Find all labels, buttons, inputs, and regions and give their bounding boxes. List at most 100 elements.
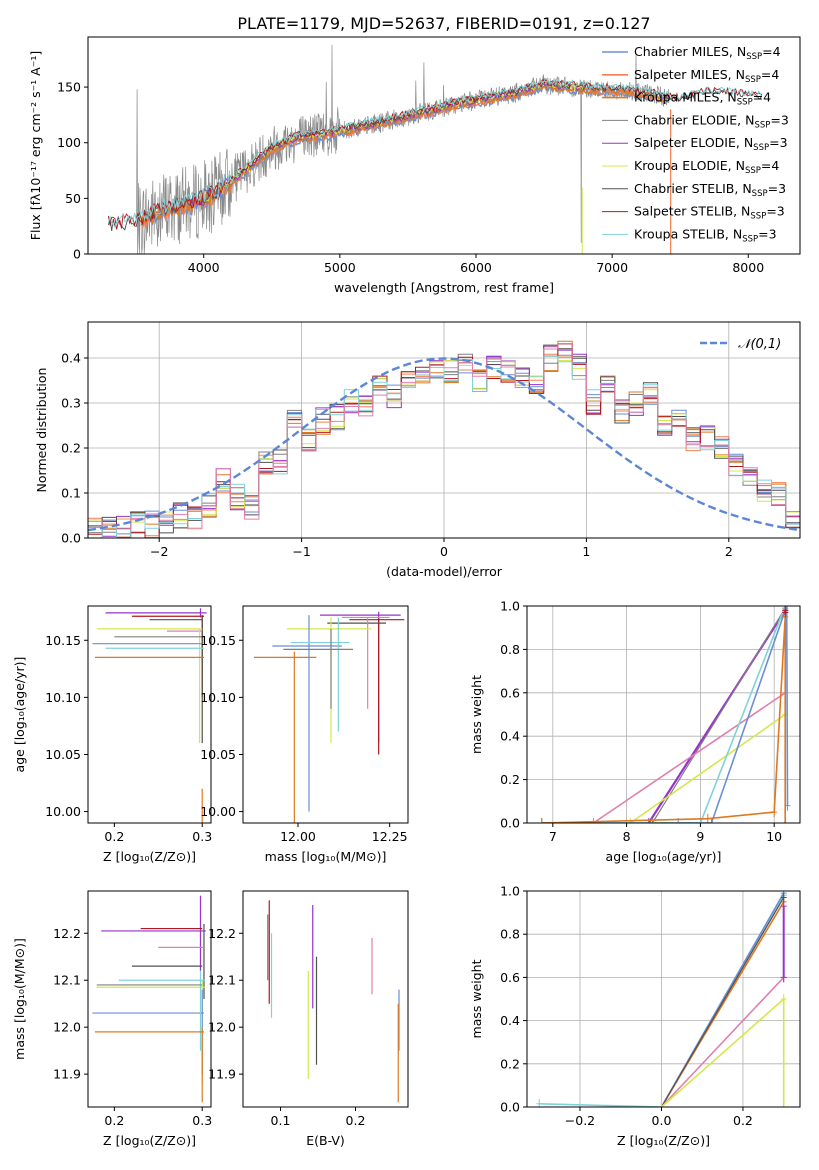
legend-entry: Kroupa ELODIE, NSSP=4	[634, 158, 779, 176]
model-kroupa_elodie-line	[203, 80, 585, 201]
y-tick-label: 10.00	[200, 804, 236, 819]
legend-entry: Chabrier ELODIE, NSSP=3	[634, 112, 789, 130]
x-axis-label: wavelength [Angstrom, rest frame]	[334, 280, 554, 295]
y-tick-label: 0.1	[61, 486, 81, 501]
model-chabrier_elodie-line	[203, 82, 585, 205]
x-tick-label: 0.3	[192, 1113, 212, 1128]
histogram-kroupa_stelib-step	[88, 355, 800, 538]
normal-curve	[88, 357, 800, 532]
y-tick-label: 1.0	[500, 884, 520, 899]
x-tick-label: 0.2	[104, 829, 124, 844]
y-axis-label: mass weight	[469, 959, 484, 1038]
y-tick-label: 12.0	[53, 1020, 81, 1035]
y-axis-label: age [log₁₀(age/yr)]	[12, 657, 27, 773]
x-tick-label: −0.2	[565, 1113, 595, 1128]
plot-area	[254, 611, 405, 823]
weight-kroupa_miles-line	[541, 616, 786, 823]
y-tick-label: 10.00	[45, 804, 81, 819]
model-kroupa_stelib-line	[107, 78, 763, 229]
plot-area	[536, 891, 787, 1107]
legend-entry: Kroupa STELIB, NSSP=3	[634, 226, 777, 244]
model-salpeter_stelib-line	[107, 78, 763, 230]
weight-kroupa_elodie-line	[660, 997, 785, 1107]
axes-frame	[87, 36, 801, 255]
weight-vs-age-panel: 7 8 9 10 0.0 0.2 0.4 0.6 0.8 1.0 age [log₁₀(age/yr…	[469, 599, 801, 864]
y-tick-label: 0.4	[61, 351, 81, 366]
weight-kroupa_elodie-line	[629, 713, 786, 823]
x-tick-label: 0.2	[104, 1113, 124, 1128]
axes-frame	[242, 890, 409, 1108]
y-tick-label: 12.2	[208, 926, 236, 941]
weight-pink-line	[592, 692, 786, 823]
y-tick-label: 11.9	[208, 1067, 236, 1082]
weight-chabrier_elodie-line	[651, 607, 786, 823]
y-tick-label: 10.10	[45, 690, 81, 705]
x-tick-label: 7000	[596, 260, 628, 275]
y-tick-label: 1.0	[500, 599, 520, 614]
y-tick-label: 0.8	[500, 927, 520, 942]
weight-pink-line	[660, 976, 785, 1107]
y-tick-label: 100	[57, 135, 81, 150]
plot-area	[267, 900, 400, 1103]
y-tick-label: 0.0	[61, 531, 81, 546]
plot-area	[92, 608, 207, 823]
x-tick-label: 1	[582, 544, 590, 559]
x-axis-label: E(B-V)	[306, 1133, 345, 1148]
x-tick-label: 8000	[732, 260, 764, 275]
y-tick-label: 0.4	[500, 729, 520, 744]
x-tick-label: 6000	[460, 260, 492, 275]
y-tick-label: 12.0	[208, 1020, 236, 1035]
y-tick-label: 12.1	[208, 973, 236, 988]
legend-entry: Chabrier MILES, NSSP=4	[634, 44, 781, 62]
x-axis-label: Z [log₁₀(Z/Z⊙)]	[617, 1133, 710, 1148]
mass-vs-ebv-panel: 0.1 0.2 11.9 12.0 12.1 12.2 E(B-V)	[208, 890, 409, 1148]
histogram-panel: −2 −1 0 1 2 0.0 0.1 0.2 0.3 0.4 (data-model)/error…	[34, 321, 801, 579]
y-tick-label: 10.10	[200, 690, 236, 705]
legend-entry: Salpeter STELIB, NSSP=3	[634, 204, 785, 222]
y-tick-label: 0.2	[500, 1056, 520, 1071]
y-tick-label: 0	[73, 247, 81, 262]
spectrum-panel: 4000 5000 6000 7000 8000 0 50 100 150 wavelength …	[28, 36, 801, 295]
y-tick-label: 10.15	[45, 633, 81, 648]
plot-area	[107, 44, 763, 254]
axes-frame	[87, 605, 212, 824]
y-tick-label: 0.3	[61, 396, 81, 411]
y-tick-label: 10.15	[200, 633, 236, 648]
legend-entry: Salpeter ELODIE, NSSP=3	[634, 135, 788, 153]
x-tick-label: 8	[623, 829, 631, 844]
y-tick-label: 12.2	[53, 926, 81, 941]
x-tick-label: 0.3	[192, 829, 212, 844]
mass-vs-Z-panel: 0.2 0.3 11.9 12.0 12.1 12.2 Z [log₁₀(Z/Z⊙)] mas…	[12, 890, 212, 1148]
legend-entry: Kroupa MILES, NSSP=4	[634, 90, 771, 108]
x-tick-label: −2	[150, 544, 168, 559]
axes-frame	[242, 605, 409, 824]
age-vs-Z-panel: 0.2 0.3 10.00 10.05 10.10 10.15 Z [log₁₀(Z/Z⊙)…	[12, 605, 212, 864]
legend: Chabrier MILES, NSSP=4 Salpeter MILES, NS…	[602, 44, 789, 244]
x-tick-label: 9	[696, 829, 704, 844]
y-tick-label: 0.6	[500, 970, 520, 985]
y-tick-label: 150	[57, 80, 81, 95]
age-vs-mass-panel: 12.00 12.25 10.00 10.05 10.10 10.15 mass [log₁…	[200, 605, 409, 864]
x-tick-label: 7	[549, 829, 557, 844]
legend-entry: Salpeter MILES, NSSP=4	[634, 67, 779, 85]
y-axis-label: mass [log₁₀(M/M⊙)]	[12, 938, 27, 1060]
x-tick-label: 0.1	[271, 1113, 291, 1128]
observed-spectrum-line	[135, 44, 670, 254]
x-tick-label: 5000	[324, 260, 356, 275]
y-axis-label: Flux [fλ10⁻¹⁷ erg cm⁻² s⁻¹ A⁻¹]	[28, 51, 43, 240]
y-tick-label: 0.8	[500, 642, 520, 657]
axes-frame	[87, 890, 212, 1108]
y-tick-label: 0.4	[500, 1013, 520, 1028]
y-axis-label: mass weight	[469, 675, 484, 754]
plot-area	[538, 606, 791, 823]
x-tick-label: 12.00	[280, 829, 316, 844]
y-tick-label: 11.9	[53, 1067, 81, 1082]
y-tick-label: 50	[65, 191, 81, 206]
x-axis-label: Z [log₁₀(Z/Z⊙)]	[103, 849, 196, 864]
axes-frame	[526, 605, 801, 824]
y-tick-label: 10.05	[45, 747, 81, 762]
x-tick-label: 0	[440, 544, 448, 559]
x-axis-label: mass [log₁₀(M/M⊙)]	[265, 849, 387, 864]
y-tick-label: 0.0	[500, 816, 520, 831]
